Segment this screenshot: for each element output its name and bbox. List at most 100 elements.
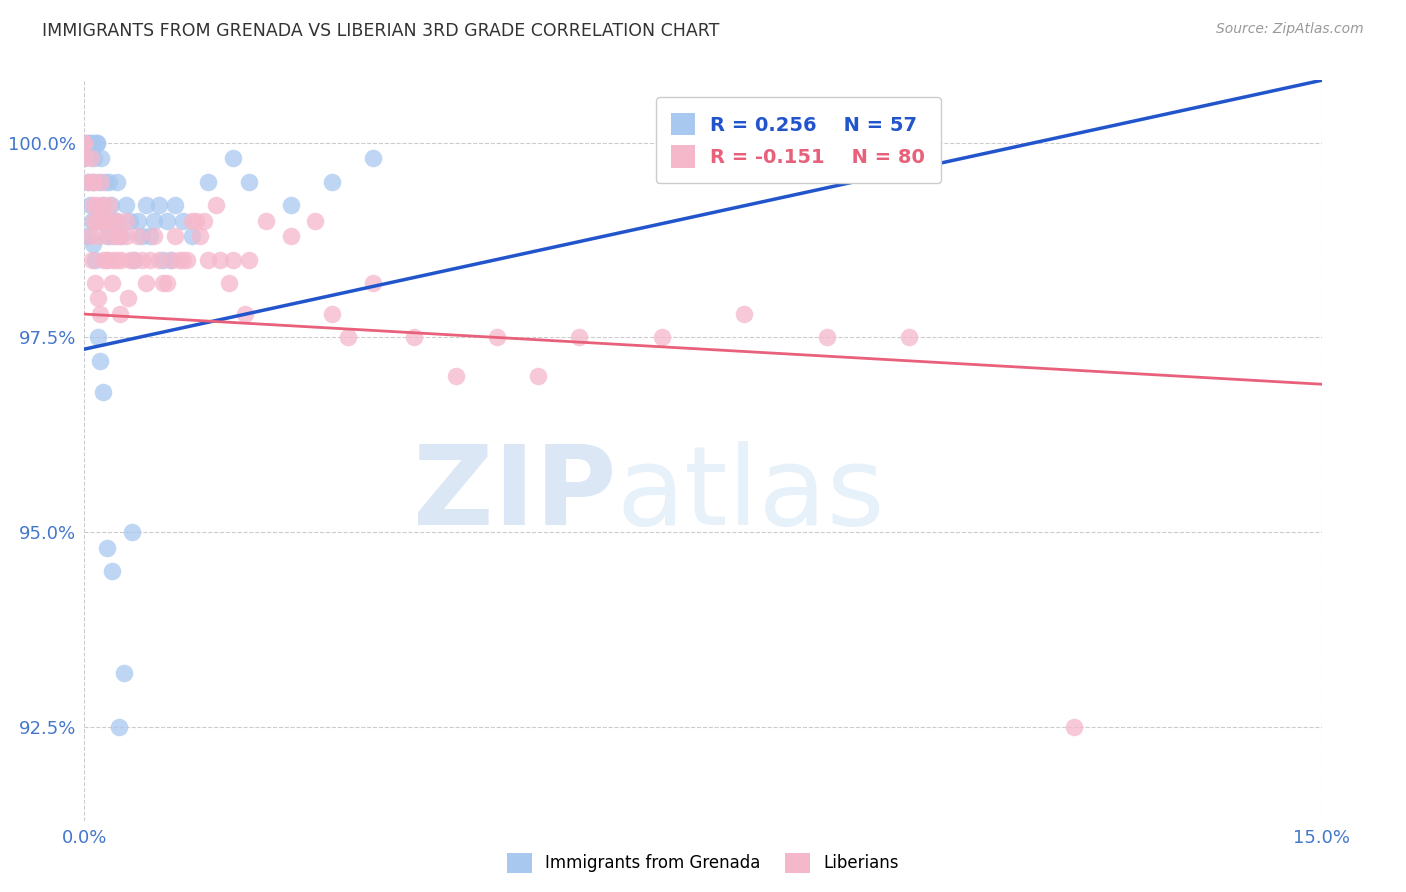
Point [89,354,111,368]
Point [238,175,260,189]
Point [110,229,132,244]
Point [73,136,96,150]
Point [193,213,215,227]
Point [135,276,157,290]
Point [98,198,121,212]
Point [90,213,112,227]
Point [148,198,170,212]
Point [127,213,149,227]
Point [135,198,157,212]
Point [898,330,921,344]
Point [82,198,104,212]
Point [98,229,121,244]
Point [321,175,343,189]
Point [91,198,114,212]
Point [84,252,107,267]
Point [156,276,179,290]
Point [209,252,232,267]
Point [527,369,550,384]
Point [180,213,202,227]
Point [100,564,122,578]
Point [84,276,107,290]
Point [100,276,122,290]
Point [222,151,245,165]
Point [82,136,104,150]
Point [94,213,117,227]
Point [89,229,111,244]
Point [108,720,131,734]
Point [815,330,838,344]
Point [121,525,143,540]
Point [77,136,100,150]
Point [77,175,100,189]
Point [98,175,121,189]
Point [77,136,100,150]
Point [80,252,103,267]
Point [172,252,194,267]
Point [114,198,136,212]
Point [254,213,277,227]
Point [89,175,111,189]
Point [79,198,101,212]
Point [96,541,118,555]
Point [148,252,170,267]
Point [218,276,240,290]
Point [651,330,673,344]
Point [82,236,104,251]
Point [105,252,128,267]
Point [188,229,211,244]
Point [184,213,207,227]
Text: IMMIGRANTS FROM GRENADA VS LIBERIAN 3RD GRADE CORRELATION CHART: IMMIGRANTS FROM GRENADA VS LIBERIAN 3RD … [42,22,720,40]
Point [86,198,108,212]
Point [444,369,467,384]
Point [733,307,755,321]
Point [86,330,108,344]
Text: ZIP: ZIP [413,442,616,549]
Legend: R = 0.256    N = 57, R = -0.151    N = 80: R = 0.256 N = 57, R = -0.151 N = 80 [655,97,941,183]
Point [100,198,122,212]
Point [83,213,105,227]
Point [197,175,219,189]
Point [1063,720,1085,734]
Point [73,136,96,150]
Point [117,292,139,306]
Point [110,252,132,267]
Point [104,229,127,244]
Point [79,229,101,244]
Point [83,175,105,189]
Point [75,229,97,244]
Point [100,213,122,227]
Point [197,252,219,267]
Point [321,307,343,321]
Point [80,136,103,150]
Point [103,252,125,267]
Point [91,252,114,267]
Point [361,151,384,165]
Point [86,292,108,306]
Point [160,252,183,267]
Point [118,252,141,267]
Point [404,330,426,344]
Point [222,252,245,267]
Point [86,136,108,150]
Point [82,175,104,189]
Point [86,213,108,227]
Point [122,252,145,267]
Point [143,213,166,227]
Point [114,229,136,244]
Text: atlas: atlas [616,442,884,549]
Point [108,307,131,321]
Point [83,151,105,165]
Point [108,229,131,244]
Text: Source: ZipAtlas.com: Source: ZipAtlas.com [1216,22,1364,37]
Point [485,330,508,344]
Point [238,252,260,267]
Point [82,175,104,189]
Point [165,229,187,244]
Point [105,175,128,189]
Point [180,229,202,244]
Point [73,136,96,150]
Point [91,384,114,399]
Point [90,151,112,165]
Point [233,307,256,321]
